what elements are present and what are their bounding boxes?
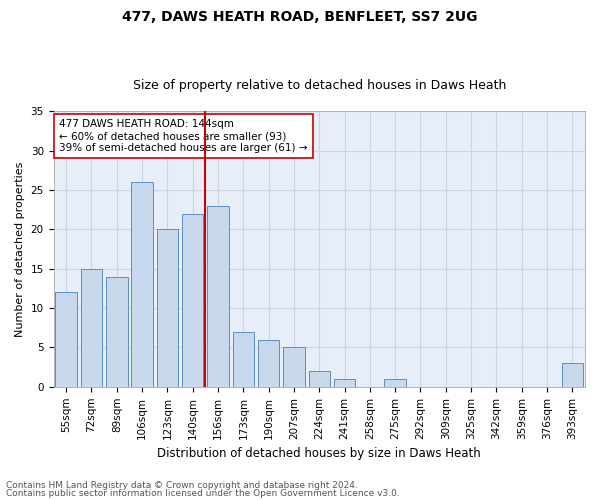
X-axis label: Distribution of detached houses by size in Daws Heath: Distribution of detached houses by size … [157, 447, 481, 460]
Bar [334, 379, 355, 387]
Y-axis label: Number of detached properties: Number of detached properties [15, 162, 25, 336]
Bar [258, 340, 280, 387]
Bar [131, 182, 153, 387]
Bar [81, 268, 102, 387]
Bar [385, 379, 406, 387]
Bar [233, 332, 254, 387]
Bar [157, 230, 178, 387]
Text: 477, DAWS HEATH ROAD, BENFLEET, SS7 2UG: 477, DAWS HEATH ROAD, BENFLEET, SS7 2UG [122, 10, 478, 24]
Text: Contains HM Land Registry data © Crown copyright and database right 2024.: Contains HM Land Registry data © Crown c… [6, 481, 358, 490]
Title: Size of property relative to detached houses in Daws Heath: Size of property relative to detached ho… [133, 79, 506, 92]
Text: 477 DAWS HEATH ROAD: 144sqm
← 60% of detached houses are smaller (93)
39% of sem: 477 DAWS HEATH ROAD: 144sqm ← 60% of det… [59, 120, 307, 152]
Bar [207, 206, 229, 387]
Bar [106, 276, 128, 387]
Bar [283, 348, 305, 387]
Bar [562, 363, 583, 387]
Text: Contains public sector information licensed under the Open Government Licence v3: Contains public sector information licen… [6, 488, 400, 498]
Bar [308, 371, 330, 387]
Bar [55, 292, 77, 387]
Bar [182, 214, 203, 387]
